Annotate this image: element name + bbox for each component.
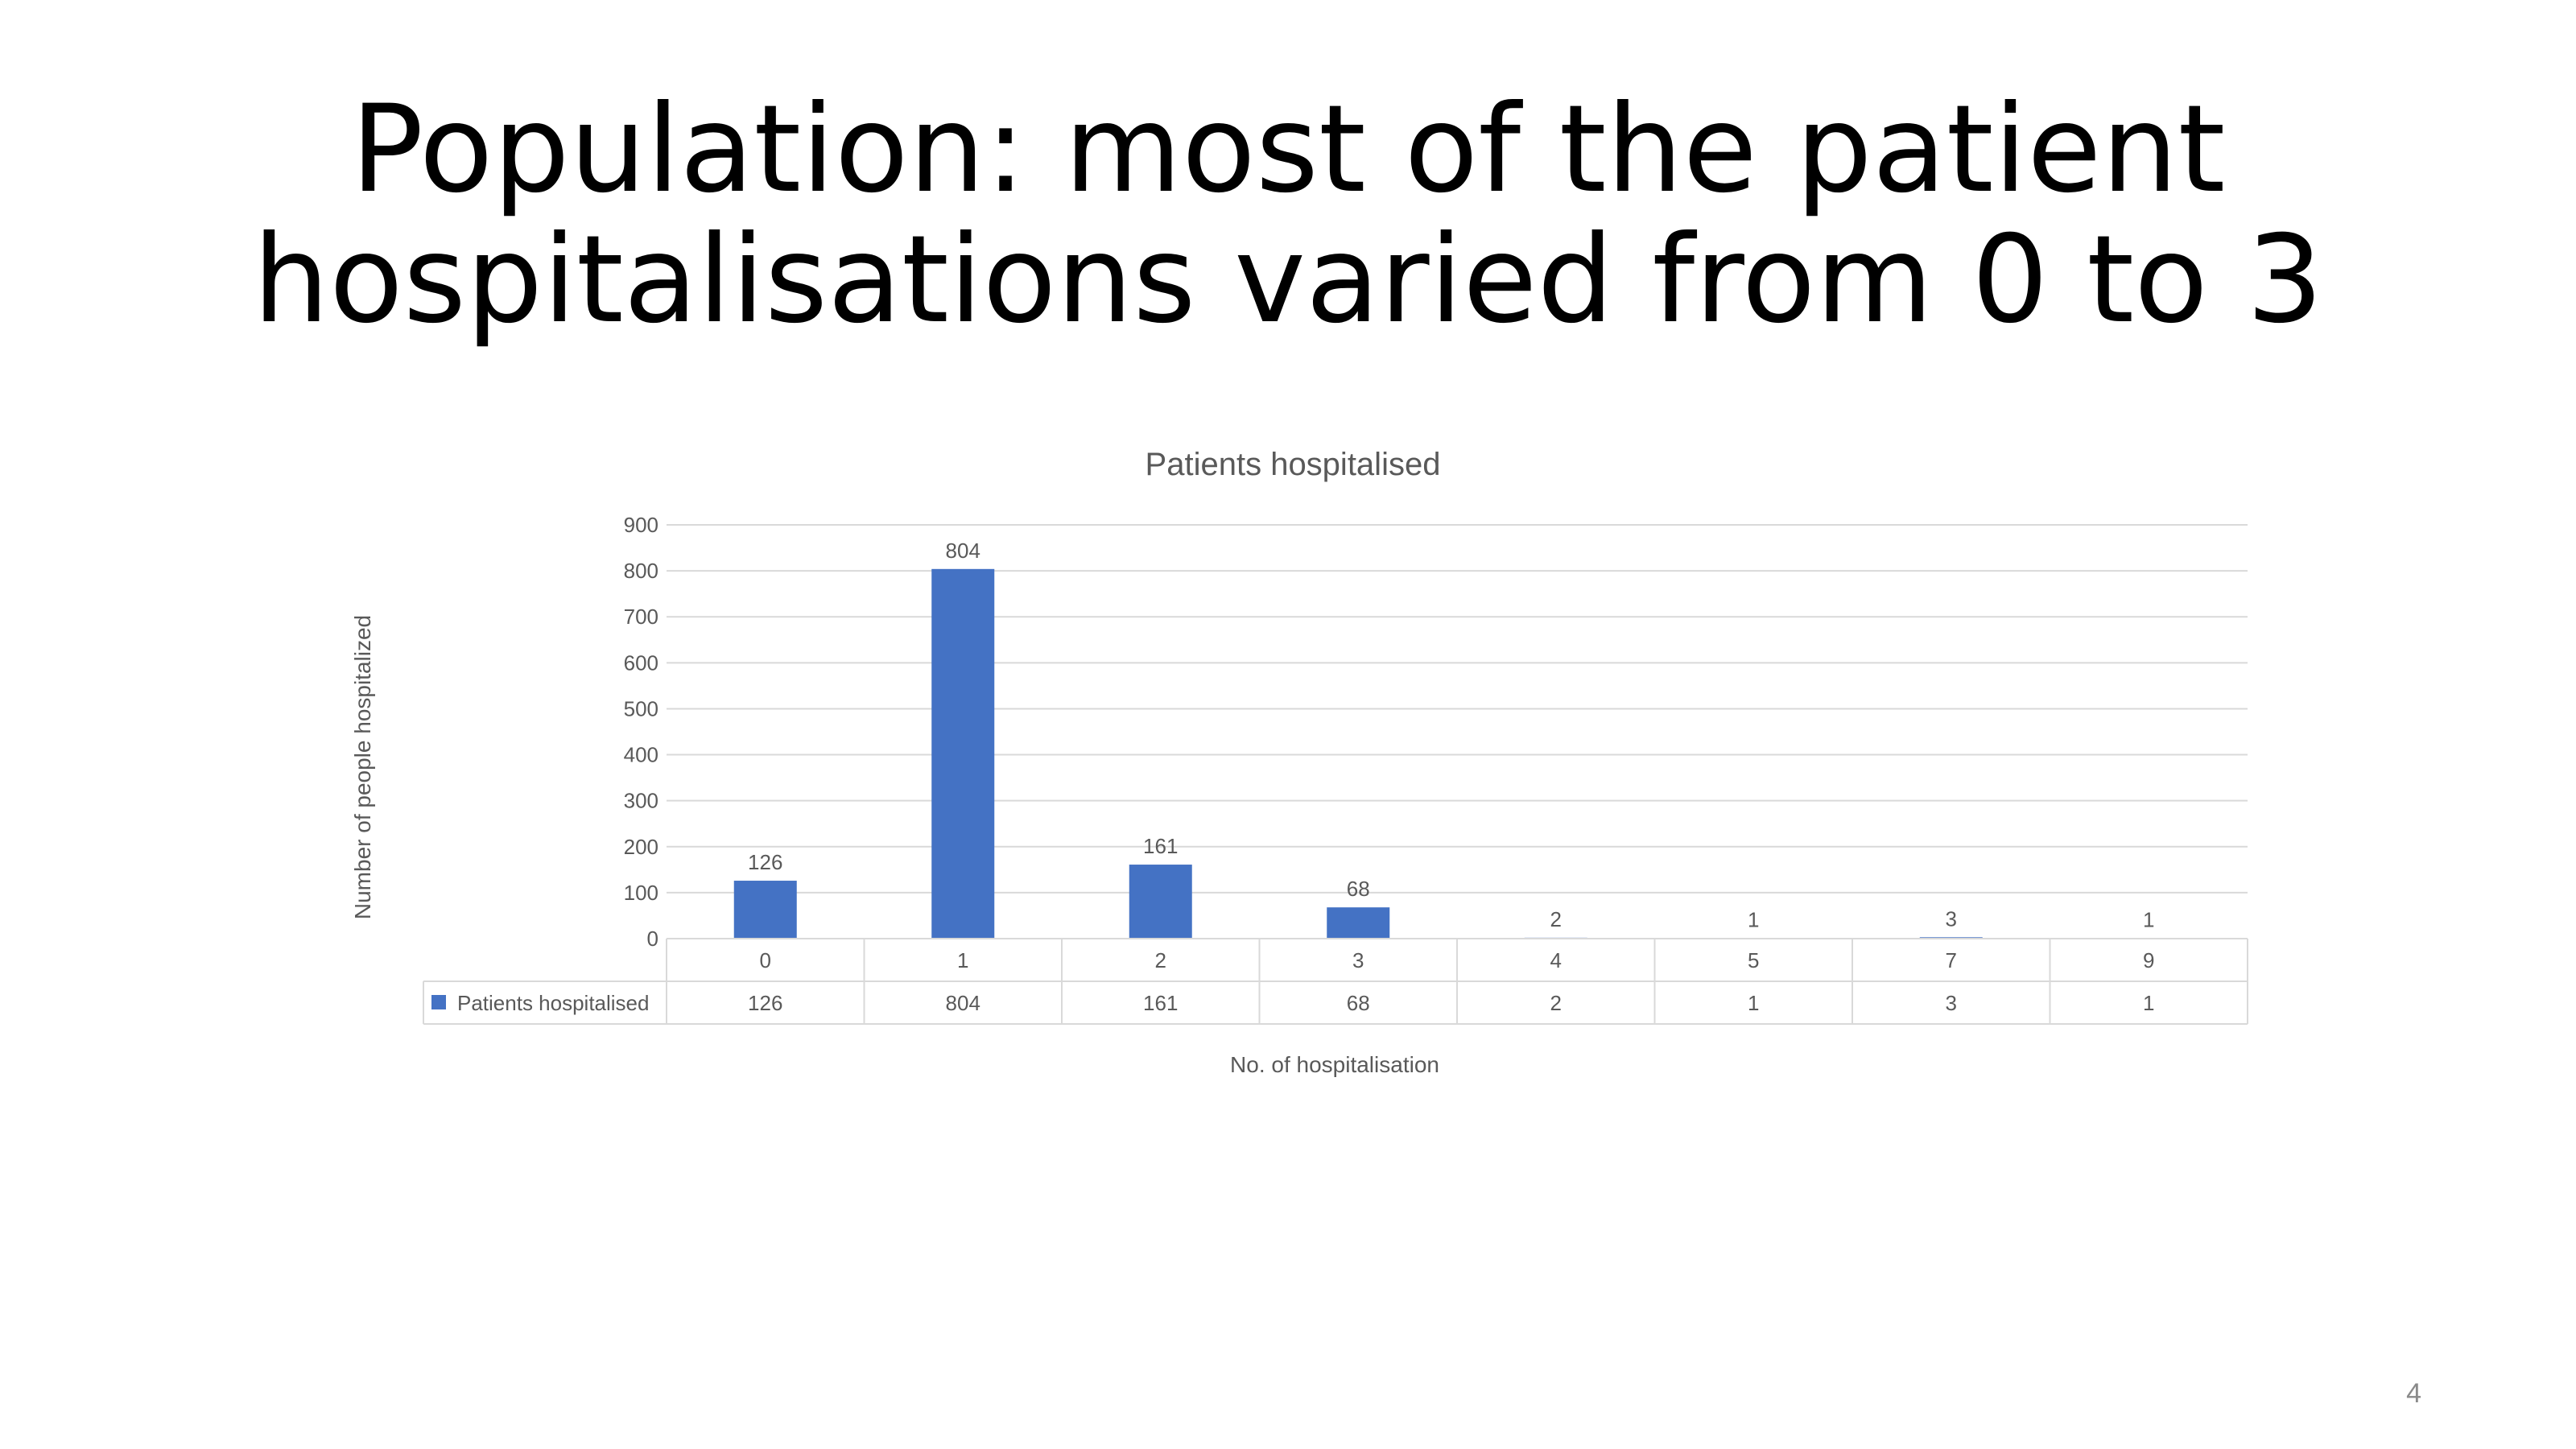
bar <box>931 568 995 939</box>
y-tick-label: 400 <box>624 743 658 767</box>
legend-label: Patients hospitalised <box>457 991 649 1015</box>
x-tick-label: 0 <box>760 948 771 972</box>
slide-title-line-1: Population: most of the patient <box>350 80 2226 220</box>
x-tick-label: 5 <box>1748 948 1759 972</box>
bars <box>733 568 2181 939</box>
bar <box>733 881 797 939</box>
y-tick-label: 300 <box>624 789 658 813</box>
slide-title-line-2: hospitalisations varied from 0 to 3 <box>253 210 2323 350</box>
table-value: 804 <box>946 991 980 1015</box>
x-tick-label: 9 <box>2143 948 2154 972</box>
y-axis-label: Number of people hospitalized <box>350 615 375 919</box>
x-tick-label: 2 <box>1155 948 1166 972</box>
slide-number: 4 <box>2406 1378 2421 1409</box>
bar <box>1129 865 1192 939</box>
data-label: 1 <box>1748 907 1759 931</box>
data-label: 804 <box>946 539 980 563</box>
y-tick-label: 200 <box>624 835 658 859</box>
x-tick-label: 4 <box>1550 948 1562 972</box>
x-tick-label: 7 <box>1946 948 1957 972</box>
y-tick-label: 100 <box>624 881 658 905</box>
data-label: 161 <box>1143 834 1178 858</box>
x-axis-label: No. of hospitalisation <box>1230 1052 1439 1077</box>
bar <box>1327 907 1390 939</box>
table-value: 68 <box>1347 991 1370 1015</box>
table-value: 126 <box>748 991 782 1015</box>
chart-title: Patients hospitalised <box>1146 447 1441 482</box>
legend-swatch <box>431 995 446 1009</box>
y-tick-label: 900 <box>624 513 658 537</box>
y-tick-label: 600 <box>624 650 658 675</box>
y-tick-label: 0 <box>647 927 658 951</box>
x-tick-label: 3 <box>1352 948 1364 972</box>
table-value: 1 <box>1748 991 1759 1015</box>
gridlines <box>667 524 2248 894</box>
table-value: 2 <box>1550 991 1562 1015</box>
y-tick-label: 500 <box>624 696 658 720</box>
y-axis-ticks: 0 100 200 300 400 500 600 700 800 900 <box>624 513 658 951</box>
slide-title: Population: most of the patient hospital… <box>0 85 2576 345</box>
y-tick-label: 800 <box>624 559 658 583</box>
data-label: 2 <box>1550 907 1562 931</box>
data-label: 1 <box>2143 907 2154 931</box>
y-tick-label: 700 <box>624 605 658 629</box>
x-tick-label: 1 <box>957 948 968 972</box>
data-label: 68 <box>1347 877 1370 901</box>
data-label: 126 <box>748 850 782 874</box>
data-labels: 126 804 161 68 2 1 3 1 <box>748 539 2154 932</box>
table-value: 1 <box>2143 991 2154 1015</box>
data-label: 3 <box>1946 906 1957 931</box>
data-table: 0 126 1 804 2 161 3 68 4 2 5 1 7 3 9 1 Patients hospital… <box>423 938 2248 1025</box>
table-value: 161 <box>1143 991 1178 1015</box>
table-value: 3 <box>1946 991 1957 1015</box>
